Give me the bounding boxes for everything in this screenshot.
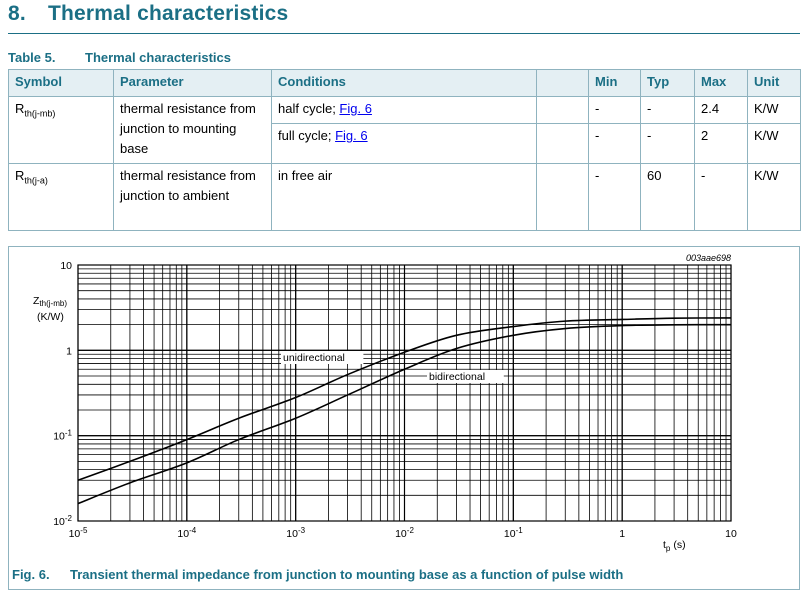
max-cell: 2.4 [694, 96, 748, 124]
min-cell: - [588, 163, 641, 231]
series-label: unidirectional [283, 352, 345, 364]
section-number: 8. [8, 2, 26, 25]
symbol: R [15, 101, 25, 116]
figure-title: Transient thermal impedance from junctio… [70, 567, 624, 582]
x-tick-label: 1 [619, 528, 625, 540]
table-caption: Table 5. Thermal characteristics [8, 50, 231, 65]
header-max: Max [694, 69, 748, 97]
conditions-cell: in free air [271, 163, 537, 231]
x-tick-label: 10-2 [395, 526, 414, 540]
y-axis-unit: (K/W) [37, 311, 64, 323]
section-title: Thermal characteristics [48, 2, 289, 25]
conditions-cell: half cycle; Fig. 6 [271, 96, 537, 124]
figure-caption: Fig. 6. Transient thermal impedance from … [12, 567, 623, 582]
series-label: bidirectional [429, 371, 485, 383]
x-axis-label: tp (s) [663, 539, 686, 553]
x-tick-label: 10-3 [286, 526, 305, 540]
x-tick-label: 10-1 [504, 526, 523, 540]
table-number: Table 5. [8, 50, 56, 65]
unit-cell: K/W [747, 163, 801, 231]
heading-rule [8, 33, 800, 34]
figure-code: 003aae698 [686, 253, 731, 263]
table-title: Thermal characteristics [85, 50, 231, 65]
parameter-cell: thermal resistance from junction to ambi… [113, 163, 272, 231]
x-tick-label: 10 [725, 528, 737, 540]
series-label-bg [427, 370, 504, 383]
y-tick-label: 1 [66, 345, 72, 357]
symbol-subscript: th(j-a) [24, 175, 48, 186]
x-tick-label: 10-4 [177, 526, 196, 540]
unit-cell: K/W [747, 123, 801, 164]
section-heading: 8. Thermal characteristics [8, 2, 288, 26]
blank-cell [536, 123, 589, 164]
table-header-row: Symbol Parameter Conditions Min Typ Max … [8, 69, 801, 97]
fig-link[interactable]: Fig. 6 [335, 128, 368, 143]
series-line-unidirectional [77, 317, 732, 482]
blank-cell [536, 163, 589, 231]
max-cell: - [694, 163, 748, 231]
y-tick-label: 10-1 [53, 429, 72, 443]
y-tick-label: 10 [60, 260, 72, 272]
header-symbol: Symbol [8, 69, 114, 97]
typ-cell: 60 [640, 163, 695, 231]
x-tick-label: 10-5 [69, 526, 88, 540]
table-row: Rth(j-a) thermal resistance from junctio… [8, 163, 801, 231]
table-row: Rth(j-mb) thermal resistance from juncti… [8, 96, 801, 164]
y-axis-label: Zth(j-mb) [33, 295, 67, 308]
series-line-bidirectional [77, 323, 732, 505]
header-parameter: Parameter [113, 69, 272, 97]
condition-text: full cycle; [278, 128, 336, 143]
header-unit: Unit [747, 69, 801, 97]
condition-text: half cycle; [278, 101, 340, 116]
unit-cell: K/W [747, 96, 801, 124]
symbol-cell: Rth(j-a) [8, 163, 114, 231]
fig-link[interactable]: Fig. 6 [339, 101, 372, 116]
conditions-cell: full cycle; Fig. 6 [271, 123, 537, 164]
parameter-cell: thermal resistance from junction to moun… [113, 96, 272, 164]
plot-frame [77, 264, 732, 522]
series-label-bg [281, 351, 364, 364]
symbol-cell: Rth(j-mb) [8, 96, 114, 164]
header-typ: Typ [640, 69, 695, 97]
symbol: R [15, 168, 25, 183]
symbol-subscript: th(j-mb) [24, 108, 56, 119]
y-tick-label: 10-2 [53, 514, 72, 528]
figure-number: Fig. 6. [12, 567, 50, 582]
thermal-table: Symbol Parameter Conditions Min Typ Max … [8, 69, 801, 231]
figure-box [8, 246, 800, 590]
